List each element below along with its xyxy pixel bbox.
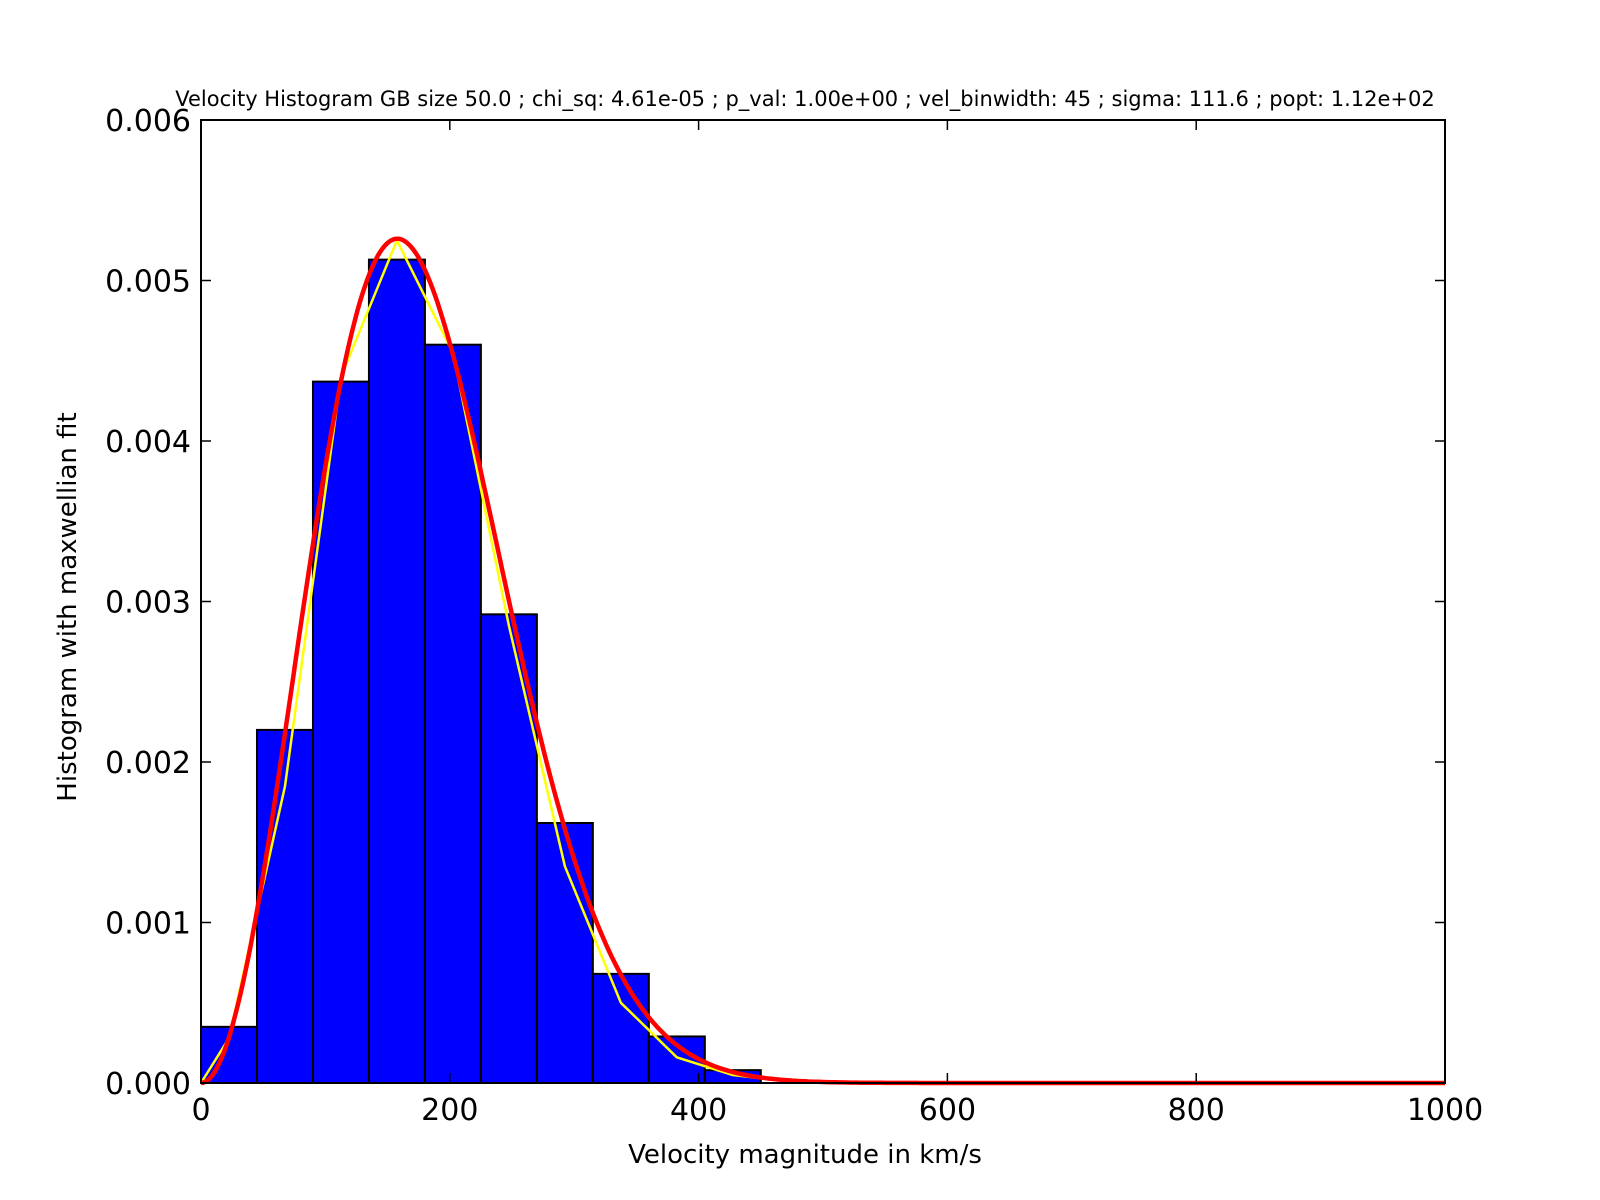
x-tick-label: 400	[670, 1093, 727, 1128]
y-tick-label: 0.006	[105, 104, 191, 139]
x-tick-label: 800	[1168, 1093, 1225, 1128]
x-tick-label: 1000	[1407, 1093, 1483, 1128]
y-tick-label: 0.000	[105, 1067, 191, 1102]
x-tick-label: 600	[919, 1093, 976, 1128]
x-axis-ticks: 0 200 400 600 800 1000	[191, 120, 1483, 1128]
y-tick-label: 0.003	[105, 586, 191, 621]
histogram-bar	[367, 258, 426, 1084]
y-tick-label: 0.002	[105, 746, 191, 781]
y-tick-label: 0.004	[105, 425, 191, 460]
x-axis-label: Velocity magnitude in km/s	[628, 1140, 982, 1170]
x-tick-label: 0	[191, 1093, 210, 1128]
y-tick-label: 0.001	[105, 907, 191, 942]
histogram-bar	[591, 972, 650, 1084]
y-tick-label: 0.005	[105, 265, 191, 300]
y-axis-ticks: 0.000 0.001 0.002 0.003 0.004 0.005 0.006	[105, 104, 1445, 1102]
histogram-bars	[200, 258, 762, 1085]
chart-title: Velocity Histogram GB size 50.0 ; chi_sq…	[175, 87, 1435, 112]
y-axis-label: Histogram with maxwellian fit	[53, 412, 83, 801]
histogram-bar	[423, 343, 482, 1084]
x-tick-label: 200	[421, 1093, 478, 1128]
